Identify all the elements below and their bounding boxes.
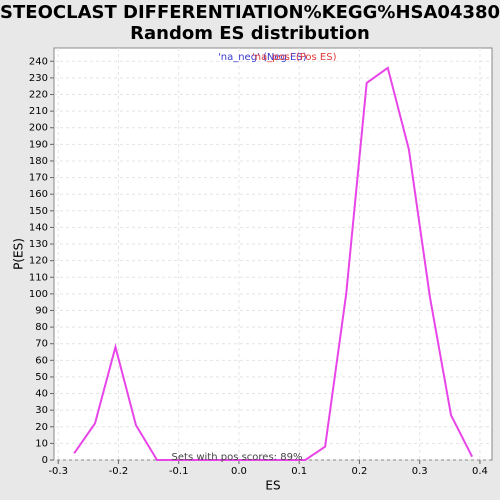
x-tick-label: 0.1	[291, 466, 307, 477]
y-tick-label: 80	[35, 322, 48, 333]
y-tick-label: 170	[29, 173, 48, 184]
y-tick-label: 220	[29, 90, 48, 101]
y-tick-label: 20	[35, 422, 48, 433]
x-tick-label: -0.1	[169, 466, 189, 477]
y-tick-label: 10	[35, 438, 48, 449]
x-tick-label: 0.0	[231, 466, 247, 477]
y-tick-label: 190	[29, 139, 48, 150]
y-tick-label: 30	[35, 405, 48, 416]
x-tick-label: 0.3	[412, 466, 428, 477]
legend-entry: 'na_neg' (Neg ES)	[218, 52, 307, 63]
x-tick-label: -0.3	[48, 466, 68, 477]
y-tick-label: 110	[29, 272, 48, 283]
y-tick-label: 40	[35, 389, 48, 400]
y-axis-label: P(ES)	[12, 238, 26, 270]
y-tick-label: 180	[29, 156, 48, 167]
y-tick-label: 150	[29, 206, 48, 217]
y-tick-label: 240	[29, 56, 48, 67]
legend-entry: 'na_pos' (Pos ES)	[252, 52, 337, 63]
chart-title: OSTEOCLAST DIFFERENTIATION%KEGG%HSA04380…	[0, 2, 500, 23]
x-tick-label: -0.2	[109, 466, 129, 477]
y-tick-label: 60	[35, 355, 48, 366]
y-tick-label: 120	[29, 256, 48, 267]
y-tick-label: 140	[29, 222, 48, 233]
y-tick-label: 230	[29, 73, 48, 84]
y-tick-label: 50	[35, 372, 48, 383]
chart-title: Random ES distribution	[130, 23, 370, 44]
y-tick-label: 100	[29, 289, 48, 300]
y-tick-label: 210	[29, 106, 48, 117]
y-tick-label: 130	[29, 239, 48, 250]
y-tick-label: 200	[29, 123, 48, 134]
plot-area	[53, 47, 493, 461]
annotation: Sets with pos scores: 89%	[172, 452, 303, 463]
y-tick-label: 90	[35, 305, 48, 316]
y-tick-label: 70	[35, 339, 48, 350]
data-line	[73, 66, 474, 461]
x-axis-label: ES	[265, 479, 280, 493]
y-tick-label: 160	[29, 189, 48, 200]
x-tick-label: 0.4	[472, 466, 488, 477]
x-tick-label: 0.2	[352, 466, 368, 477]
y-tick-label: 0	[42, 455, 48, 466]
